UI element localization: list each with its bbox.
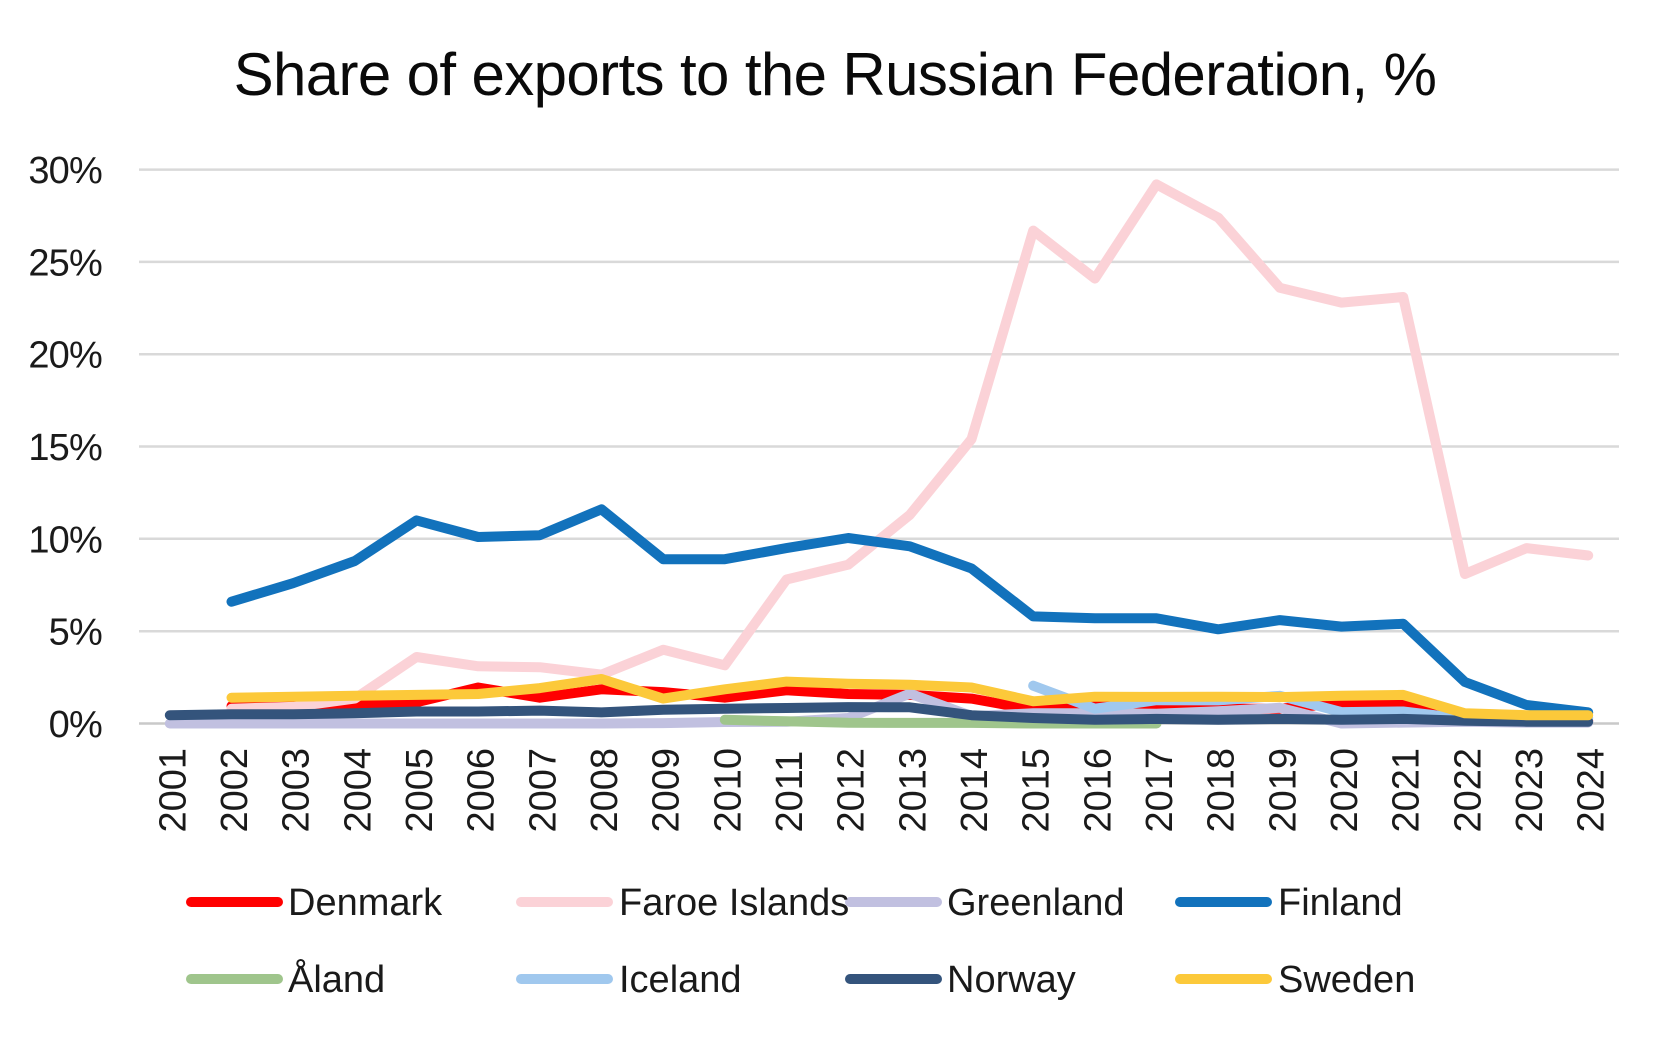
svg-text:2018: 2018: [1201, 748, 1243, 833]
svg-text:25%: 25%: [28, 242, 102, 284]
svg-text:2023: 2023: [1509, 748, 1551, 833]
svg-text:2019: 2019: [1262, 748, 1304, 833]
svg-text:15%: 15%: [28, 427, 102, 469]
svg-text:2017: 2017: [1139, 748, 1181, 833]
svg-text:2021: 2021: [1386, 748, 1428, 833]
svg-text:Åland: Åland: [288, 957, 385, 1001]
svg-text:2008: 2008: [584, 748, 626, 833]
svg-text:2013: 2013: [892, 748, 934, 833]
svg-text:2011: 2011: [769, 751, 811, 833]
svg-text:Share of exports to the Russia: Share of exports to the Russian Federati…: [234, 41, 1437, 108]
svg-text:2009: 2009: [646, 748, 688, 833]
svg-text:2022: 2022: [1447, 748, 1489, 833]
svg-text:Finland: Finland: [1278, 882, 1403, 924]
svg-text:Norway: Norway: [947, 959, 1076, 1001]
svg-text:2004: 2004: [337, 748, 379, 833]
svg-text:0%: 0%: [49, 704, 102, 746]
svg-text:Faroe Islands: Faroe Islands: [619, 882, 849, 924]
svg-text:10%: 10%: [28, 519, 102, 561]
svg-text:2016: 2016: [1077, 748, 1119, 833]
svg-text:Denmark: Denmark: [288, 882, 443, 924]
svg-text:Iceland: Iceland: [619, 959, 742, 1001]
svg-text:2007: 2007: [522, 748, 564, 833]
svg-text:2015: 2015: [1016, 748, 1058, 833]
svg-text:20%: 20%: [28, 335, 102, 377]
svg-text:2014: 2014: [954, 748, 996, 833]
svg-text:2024: 2024: [1571, 748, 1613, 833]
svg-text:5%: 5%: [49, 612, 102, 654]
svg-text:2006: 2006: [461, 748, 503, 833]
svg-text:Sweden: Sweden: [1278, 959, 1415, 1001]
svg-text:2002: 2002: [214, 748, 256, 833]
svg-text:2010: 2010: [707, 748, 749, 833]
svg-text:2003: 2003: [276, 748, 318, 833]
svg-text:2005: 2005: [399, 748, 441, 833]
svg-text:2020: 2020: [1324, 748, 1366, 833]
svg-text:Greenland: Greenland: [947, 882, 1124, 924]
svg-text:2001: 2001: [152, 748, 194, 833]
svg-text:30%: 30%: [28, 150, 102, 192]
svg-text:2012: 2012: [831, 748, 873, 833]
